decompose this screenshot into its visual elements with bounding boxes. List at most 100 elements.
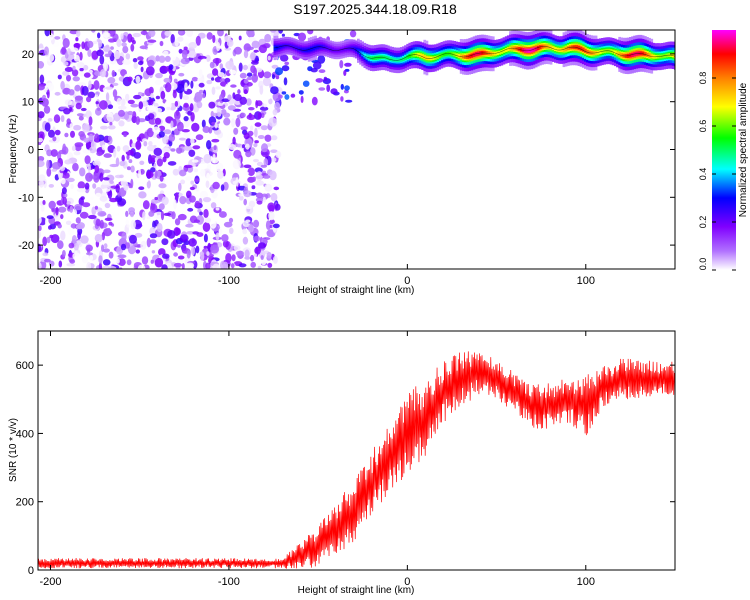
noise-blob [61,46,67,55]
noise-blob [60,56,67,63]
snr-panel: -200 -100 0 100 0 200 400 600 Height of straig… [8,330,676,596]
ridge-segment [359,50,362,55]
noise-blob [141,256,149,265]
noise-blob [58,149,67,155]
noise-blob [188,238,197,247]
noise-blob [102,248,110,253]
noise-blob [251,40,260,49]
noise-blob [271,135,278,141]
noise-blob [186,190,192,199]
x-tick-label: 0 [404,275,410,287]
noise-blob [72,252,81,261]
noise-blob [64,67,74,72]
noise-blob [189,103,194,112]
noise-blob [190,180,195,185]
noise-blob [73,209,77,217]
noise-blob [246,114,256,121]
noise-blob [191,246,195,256]
noise-blob [129,234,137,244]
noise-blob [45,82,55,92]
noise-blob [161,238,169,246]
noise-blob [105,86,113,90]
noise-blob [156,222,163,233]
ridge-segment [417,52,420,57]
noise-blob [38,160,45,168]
noise-blob [71,235,77,244]
noise-blob [70,130,75,138]
noise-blob [213,145,217,151]
noise-blob [142,211,146,221]
noise-blob [250,52,256,60]
noise-blob [326,84,331,92]
noise-blob [74,84,81,92]
noise-blob [198,82,205,88]
ridge-segment [502,49,506,53]
noise-blob [146,171,154,179]
ridge-segment [322,45,326,49]
noise-blob [318,69,326,73]
noise-blob [120,243,127,251]
noise-blob [102,32,111,38]
noise-blob [79,51,83,61]
spectrogram-x-ticks: -200 -100 0 100 [39,30,595,287]
noise-blob [154,257,164,268]
noise-blob [94,205,98,210]
noise-blob [208,127,213,134]
noise-blob [133,62,138,69]
noise-blob [62,196,67,205]
noise-blob [185,223,194,228]
noise-blob [163,212,172,216]
noise-blob [344,85,350,91]
noise-blob [101,244,105,252]
noise-blob [95,101,99,105]
noise-blob [330,88,338,95]
noise-blob [187,110,193,116]
noise-blob [153,106,159,113]
noise-blob [240,126,248,131]
noise-blob [109,121,113,126]
ridge-segment [440,53,444,58]
noise-blob [200,251,205,262]
noise-blob [178,30,183,34]
noise-blob [102,45,111,52]
noise-blob [75,37,79,42]
noise-blob [113,148,117,158]
noise-blob [155,95,160,100]
noise-blob [160,211,165,221]
noise-blob [87,214,97,220]
noise-blob [244,171,249,175]
noise-blob [193,219,200,223]
noise-blob [205,262,211,269]
noise-blob [238,35,242,41]
noise-blob [135,249,140,254]
noise-blob [191,76,198,82]
ridge-segment [363,53,367,58]
noise-blob [183,145,193,151]
noise-blob [177,255,185,260]
noise-blob [315,78,324,83]
noise-blob [41,98,49,107]
noise-blob [263,103,267,108]
noise-blob [80,196,85,201]
noise-blob [158,203,165,211]
noise-blob [178,48,183,54]
noise-blob [247,36,256,42]
noise-blob [167,161,177,166]
noise-blob [40,204,45,212]
noise-blob [125,219,129,225]
noise-blob [119,160,126,167]
noise-blob [123,132,127,138]
noise-blob [38,137,43,143]
noise-blob [150,259,154,264]
noise-blob [135,116,140,125]
noise-blob [205,217,211,224]
noise-blob [180,57,190,65]
noise-blob [211,77,215,81]
noise-blob [240,112,246,118]
noise-blob [152,126,161,133]
noise-blob [44,122,51,132]
noise-blob [38,215,42,225]
noise-blob [57,74,62,80]
noise-blob [307,30,314,35]
noise-blob [47,118,53,122]
